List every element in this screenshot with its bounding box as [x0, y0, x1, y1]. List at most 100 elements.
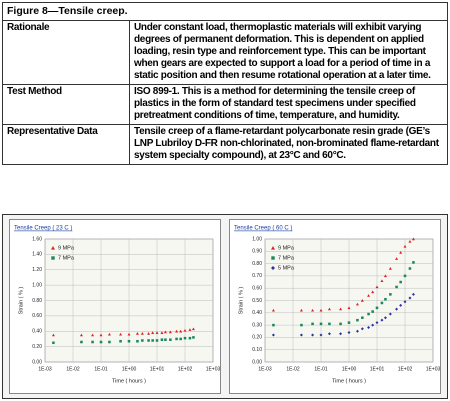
row: Representative Data Tensile creep of a fl…	[2, 124, 448, 165]
data-point	[395, 307, 399, 311]
data-point	[163, 330, 167, 334]
data-point	[160, 331, 164, 334]
data-point	[179, 337, 182, 341]
row: Rationale Under constant load, thermoplas…	[2, 20, 448, 85]
data-point	[135, 332, 139, 335]
x-tick-label: 1E+01	[150, 366, 165, 372]
row-text: ISO 899-1. This is a method for determin…	[129, 84, 448, 125]
row: Test Method ISO 899-1. This is a method f…	[2, 84, 448, 125]
x-tick-label: 1E-02	[286, 366, 300, 372]
data-point	[147, 332, 151, 335]
data-point	[79, 333, 83, 337]
data-point	[91, 333, 95, 337]
data-point	[175, 329, 179, 333]
data-point	[389, 293, 392, 296]
data-point	[108, 340, 111, 344]
data-point	[411, 237, 415, 241]
data-point	[327, 332, 331, 336]
y-tick-label: 1.40	[32, 252, 42, 258]
data-point	[155, 339, 159, 342]
row-text: Tensile creep of a flame-retardant polyc…	[129, 124, 448, 165]
data-point	[99, 340, 103, 344]
y-tick-label: 0.40	[32, 329, 42, 335]
data-point	[347, 306, 351, 310]
data-point	[383, 274, 387, 278]
data-point	[339, 322, 342, 326]
x-tick-label: 1E+03	[426, 366, 441, 372]
x-tick-label: 1E-03	[38, 366, 52, 372]
data-point	[183, 336, 187, 340]
data-point	[319, 308, 323, 312]
x-tick-label: 1E-03	[258, 366, 272, 372]
data-point	[179, 329, 183, 333]
legend-marker	[271, 256, 275, 260]
y-tick-label: 0.00	[32, 359, 42, 365]
data-point	[408, 239, 412, 243]
data-point	[408, 296, 412, 300]
y-tick-label: 0.50	[252, 298, 262, 304]
y-tick-label: 0.80	[252, 261, 262, 267]
data-point	[192, 336, 195, 339]
data-point	[367, 294, 371, 297]
legend-label: 5 MPa	[278, 265, 295, 271]
data-point	[151, 339, 154, 342]
data-point	[356, 318, 359, 322]
data-point	[299, 333, 303, 337]
y-tick-label: 0.60	[32, 313, 42, 319]
charts-panel: Tensile Creep ( 23 C ) 0.00 0.20 0.40 0.60 0.…	[2, 214, 448, 399]
data-point	[375, 321, 379, 325]
data-point	[355, 302, 359, 306]
x-tick-label: 1E+02	[398, 366, 413, 372]
data-point	[403, 244, 407, 248]
data-point	[388, 312, 392, 316]
data-point	[347, 330, 351, 334]
data-point	[360, 327, 364, 331]
data-point	[119, 332, 123, 336]
row-text: Under constant load, thermoplastic mater…	[129, 20, 448, 85]
data-point	[339, 332, 343, 336]
row-label: Representative Data	[2, 124, 130, 165]
data-point	[147, 339, 150, 342]
row-label: Test Method	[2, 84, 130, 125]
data-point	[367, 326, 371, 330]
data-point	[375, 306, 379, 310]
x-tick-label: 1E+03	[206, 366, 221, 372]
data-point	[119, 339, 122, 343]
y-tick-label: 1.60	[32, 236, 42, 242]
data-point	[136, 339, 139, 343]
data-point	[155, 331, 159, 334]
data-point	[51, 333, 55, 337]
data-point	[311, 333, 315, 337]
data-point	[399, 251, 403, 254]
data-point	[371, 323, 375, 327]
data-point	[319, 322, 323, 326]
data-point	[360, 299, 364, 302]
table: Rationale Under constant load, thermoplas…	[2, 20, 448, 165]
data-point	[311, 308, 315, 312]
y-tick-label: 1.00	[252, 236, 262, 242]
data-point	[80, 340, 83, 344]
data-point	[412, 261, 415, 264]
data-point	[52, 341, 55, 345]
data-point	[395, 285, 398, 289]
data-point	[399, 280, 402, 284]
data-point	[380, 318, 384, 322]
data-point	[127, 332, 131, 336]
data-point	[175, 337, 178, 341]
y-tick-label: 0.60	[252, 286, 262, 292]
y-tick-label: 0.80	[32, 298, 42, 304]
data-point	[141, 339, 144, 342]
data-point	[151, 331, 155, 334]
x-tick-label: 1E-01	[94, 366, 108, 372]
data-point	[375, 285, 379, 289]
data-point	[388, 267, 392, 270]
x-axis-label: Time ( hours )	[112, 378, 146, 384]
data-point	[355, 329, 359, 333]
data-point	[272, 323, 275, 327]
data-point	[107, 332, 111, 336]
legend-marker	[51, 246, 55, 250]
y-tick-label: 0.20	[32, 344, 42, 350]
data-point	[164, 338, 167, 341]
chart: Tensile Creep ( 23 C ) 0.00 0.20 0.40 0.60 0.…	[9, 219, 221, 394]
